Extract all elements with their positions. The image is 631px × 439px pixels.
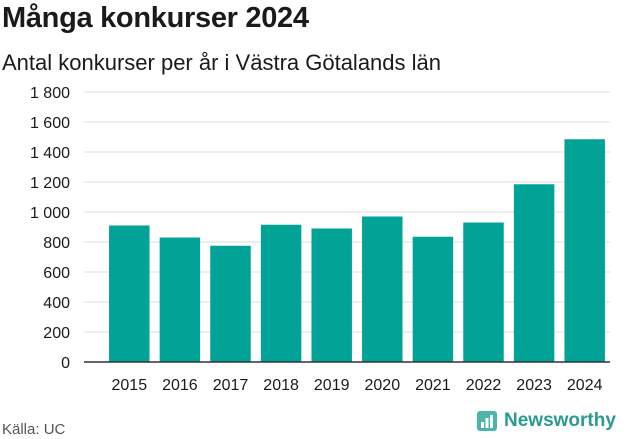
y-tick-label: 800 [43, 235, 70, 252]
chart-subtitle: Antal konkurser per år i Västra Götaland… [2, 50, 442, 75]
x-tick-label: 2022 [466, 377, 502, 394]
x-tick-label: 2015 [112, 377, 148, 394]
x-tick-label: 2016 [162, 377, 198, 394]
x-tick-label: 2017 [213, 377, 249, 394]
y-tick-label: 200 [43, 325, 70, 342]
x-tick-label: 2024 [567, 377, 603, 394]
source-note: Källa: UC [2, 421, 66, 438]
bar-2015 [109, 225, 150, 362]
y-tick-label: 1 200 [30, 175, 70, 192]
bar-2019 [311, 228, 352, 362]
y-tick-label: 1 400 [30, 145, 70, 162]
brand-name: Newsworthy [504, 410, 616, 431]
bar-2017 [210, 245, 251, 362]
x-tick-label: 2020 [365, 377, 401, 394]
bar-2024 [564, 139, 605, 362]
brand: Newsworthy [476, 410, 616, 432]
x-tick-label: 2019 [314, 377, 350, 394]
y-tick-label: 600 [43, 265, 70, 282]
y-tick-label: 400 [43, 295, 70, 312]
y-tick-label: 1 800 [30, 85, 70, 102]
bar-2023 [513, 184, 555, 362]
y-tick-label: 1 600 [30, 115, 70, 132]
chart-title: Många konkurser 2024 [2, 2, 309, 34]
bar-2020 [362, 216, 403, 362]
bar-2022 [463, 222, 504, 362]
bar-2016 [159, 237, 201, 362]
x-tick-label: 2018 [263, 377, 299, 394]
bar-2021 [412, 236, 454, 362]
y-tick-label: 1 000 [30, 205, 70, 222]
x-tick-label: 2023 [516, 377, 552, 394]
x-tick-label: 2021 [415, 377, 451, 394]
y-tick-label: 0 [61, 355, 70, 372]
bar-2018 [260, 224, 302, 362]
newsworthy-logo-icon [477, 411, 497, 431]
